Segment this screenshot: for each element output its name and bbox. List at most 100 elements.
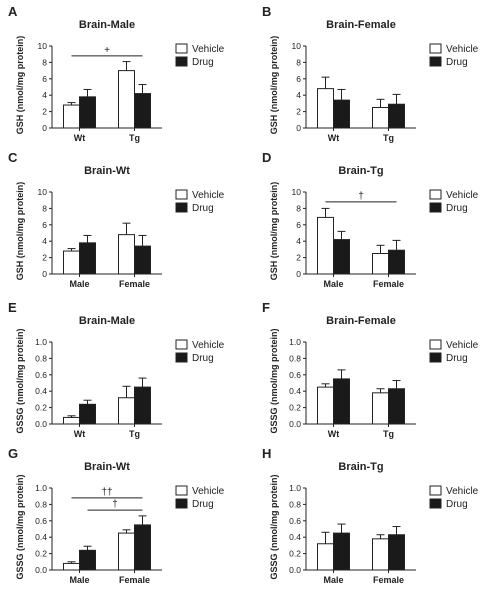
panel-e: E Brain-Male GSSG (nmol/mg protein) 0.0 0.2 0…	[8, 300, 225, 439]
y-axis-title: GSSG (nmol/mg protein)	[15, 328, 25, 433]
bar-drug-wt	[79, 403, 96, 425]
x-tick-label: Female	[119, 575, 150, 585]
x-tick-label: Wt	[74, 133, 86, 143]
bar-drug-female	[134, 245, 151, 275]
y-tick-label: 0.0	[289, 565, 301, 575]
legend-label-vehicle: Vehicle	[192, 486, 225, 497]
y-tick-label: 1.0	[35, 483, 47, 493]
panel-letter: A	[8, 4, 18, 19]
y-tick-label: 10	[38, 41, 48, 51]
panel-a: A Brain-Male GSH (nmol/mg protein) 0 2 4 6 8 10 W…	[8, 4, 225, 143]
bar-vehicle-wt	[317, 386, 334, 425]
y-tick-label: 1.0	[289, 483, 301, 493]
bar-drug-female	[134, 524, 151, 571]
legend-swatch-drug	[429, 202, 442, 213]
panel-title: Brain-Female	[326, 19, 396, 31]
y-axis-title: GSH (nmol/mg protein)	[269, 36, 279, 135]
panel-title: Brain-Tg	[338, 461, 383, 473]
y-tick-label: 0.0	[35, 419, 47, 429]
x-tick-label: Tg	[383, 133, 394, 143]
y-tick-label: 2	[42, 253, 47, 263]
y-tick-label: 0.6	[35, 370, 47, 380]
legend-swatch-drug	[175, 56, 188, 67]
bar-drug-female	[388, 534, 405, 571]
panel-letter: H	[262, 446, 271, 461]
legend-swatch-drug	[429, 352, 442, 363]
y-tick-label: 0.8	[35, 499, 47, 509]
panel-title: Brain-Male	[79, 315, 135, 327]
bar-drug-tg	[134, 386, 151, 425]
x-tick-label: Female	[119, 279, 150, 289]
bar-vehicle-male	[317, 216, 334, 275]
bar-drug-male	[79, 242, 96, 275]
x-tick-label: Wt	[328, 133, 340, 143]
y-tick-label: 0.6	[35, 516, 47, 526]
y-tick-label: 0	[42, 269, 47, 279]
y-tick-label: 4	[42, 90, 47, 100]
legend-label-drug: Drug	[446, 353, 468, 364]
legend-swatch-drug	[429, 56, 442, 67]
legend-label-drug: Drug	[192, 499, 214, 510]
bar-drug-male	[333, 532, 350, 571]
y-tick-label: 0.2	[289, 403, 301, 413]
y-tick-label: 0.4	[35, 532, 47, 542]
legend-swatch-vehicle	[429, 189, 442, 200]
y-tick-label: 0.6	[289, 370, 301, 380]
y-tick-label: 2	[42, 107, 47, 117]
bar-vehicle-tg	[372, 107, 389, 129]
bar-vehicle-female	[118, 234, 135, 275]
panel-g: G Brain-Wt GSSG (nmol/mg protein) 0.0 0.2 0.4…	[8, 446, 225, 585]
panel-b: B Brain-Female GSH (nmol/mg protein) 0 2 4 6 8 1…	[262, 4, 479, 143]
legend-label-vehicle: Vehicle	[192, 44, 225, 55]
significance-mark: †	[112, 499, 118, 510]
y-tick-label: 0.4	[289, 386, 301, 396]
panel-title: Brain-Female	[326, 315, 396, 327]
y-tick-label: 2	[296, 107, 301, 117]
y-axis-title: GSH (nmol/mg protein)	[269, 182, 279, 281]
y-tick-label: 0	[296, 123, 301, 133]
legend-label-drug: Drug	[192, 203, 214, 214]
y-tick-label: 0	[42, 123, 47, 133]
panel-d: D Brain-Tg GSH (nmol/mg protein) 0 2 4 6 8 10 Mal…	[262, 150, 479, 289]
y-tick-label: 0.2	[35, 549, 47, 559]
bar-vehicle-tg	[372, 392, 389, 425]
y-tick-label: 0.8	[289, 353, 301, 363]
legend-swatch-vehicle	[175, 43, 188, 54]
legend-swatch-vehicle	[175, 189, 188, 200]
x-tick-label: Tg	[129, 133, 140, 143]
panel-title: Brain-Male	[79, 19, 135, 31]
x-tick-label: Tg	[383, 429, 394, 439]
y-tick-label: 0.4	[35, 386, 47, 396]
legend-swatch-vehicle	[429, 43, 442, 54]
panel-letter: C	[8, 150, 18, 165]
legend-label-drug: Drug	[446, 57, 468, 68]
legend-label-vehicle: Vehicle	[446, 486, 479, 497]
panel-letter: F	[262, 300, 270, 315]
y-tick-label: 8	[296, 203, 301, 213]
panel-c: C Brain-Wt GSH (nmol/mg protein) 0 2 4 6 8 10 Mal…	[8, 150, 225, 289]
y-tick-label: 2	[296, 253, 301, 263]
bar-vehicle-tg	[118, 397, 135, 425]
bar-vehicle-female	[372, 538, 389, 571]
y-tick-label: 0.2	[289, 549, 301, 559]
bar-vehicle-wt	[317, 88, 334, 129]
legend-label-drug: Drug	[446, 203, 468, 214]
legend-label-vehicle: Vehicle	[192, 190, 225, 201]
y-axis-title: GSH (nmol/mg protein)	[15, 182, 25, 281]
legend-label-vehicle: Vehicle	[446, 190, 479, 201]
panel-title: Brain-Wt	[84, 461, 130, 473]
y-tick-label: 8	[296, 57, 301, 67]
bar-vehicle-wt	[63, 416, 80, 425]
legend-label-vehicle: Vehicle	[446, 340, 479, 351]
bar-vehicle-tg	[118, 70, 135, 129]
y-tick-label: 8	[42, 57, 47, 67]
y-tick-label: 10	[38, 187, 48, 197]
y-tick-label: 4	[296, 90, 301, 100]
legend-swatch-drug	[175, 498, 188, 509]
x-tick-label: Tg	[129, 429, 140, 439]
significance-mark: +	[104, 45, 110, 56]
legend-swatch-vehicle	[175, 339, 188, 350]
x-tick-label: Female	[373, 279, 404, 289]
bar-vehicle-male	[63, 562, 80, 571]
